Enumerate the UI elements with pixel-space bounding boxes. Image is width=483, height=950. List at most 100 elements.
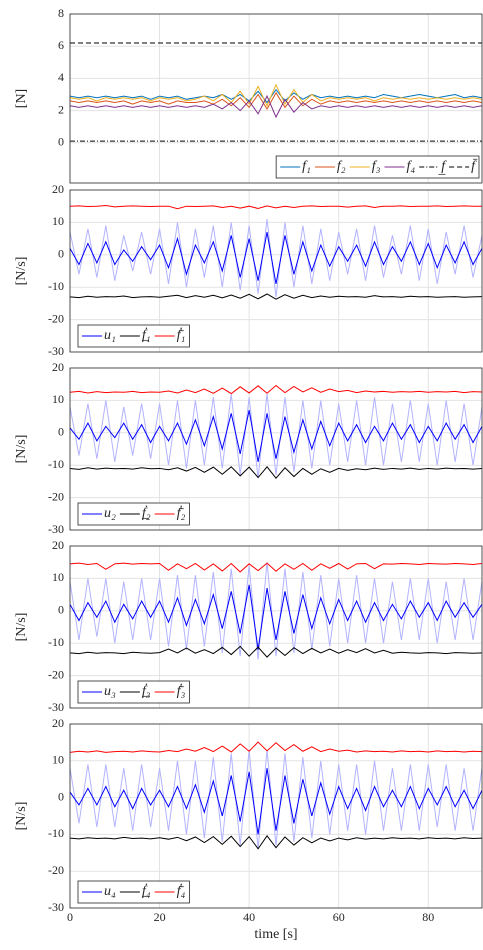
axes-box xyxy=(69,545,483,709)
axes-box xyxy=(69,189,483,353)
legend-label: u₁ xyxy=(104,328,116,343)
x-tick-label: 60 xyxy=(333,910,345,924)
plot-area xyxy=(70,724,482,908)
y-tick-label: -10 xyxy=(48,826,64,840)
x-tick-label: 40 xyxy=(243,910,255,924)
y-tick-label: 4 xyxy=(58,70,64,84)
x-tick-label: 80 xyxy=(422,910,434,924)
series-line xyxy=(70,91,482,110)
y-tick-label: 20 xyxy=(52,538,64,552)
x-tick-label: 20 xyxy=(154,910,166,924)
y-axis-label: [N/s] xyxy=(14,257,29,286)
y-tick-label: 20 xyxy=(52,716,64,730)
panel: 0 2 4 6 8 [N] f₁ f₂ f₃ f₄ f̲ f̄ xyxy=(14,6,483,184)
series-line xyxy=(70,741,482,753)
y-tick-label: 0 xyxy=(58,789,64,803)
y-tick-label: 0 xyxy=(58,247,64,261)
series-line xyxy=(70,205,482,210)
y-axis-label: [N/s] xyxy=(14,802,29,831)
series-line xyxy=(70,410,482,463)
legend-label: ḟ̄₄ xyxy=(177,882,186,899)
legend-label: ḟ̄₁ xyxy=(177,326,186,343)
series-line xyxy=(70,393,482,479)
series-line xyxy=(70,94,482,119)
series-line xyxy=(70,384,482,395)
axes-box xyxy=(69,13,483,184)
series-line xyxy=(70,835,482,850)
legend-label: f₂ xyxy=(337,159,346,174)
legend-label: u₄ xyxy=(104,884,116,899)
legend-label: f₄ xyxy=(406,159,415,174)
lines xyxy=(70,562,482,660)
legend-label: f₃ xyxy=(372,159,381,174)
series-line xyxy=(70,466,482,479)
panel: -30 -20 -10 0 10 20 [N/s] u₃ ḟ̲₃ ḟ̄₃ xyxy=(14,538,483,714)
panel: -30 -20 -10 0 10 20 [N/s] u₁ ḟ̲₁ ḟ̄₁ xyxy=(14,182,483,358)
series-line xyxy=(70,88,482,104)
legend-label: ḟ̄₃ xyxy=(177,682,186,699)
axes-box xyxy=(69,367,483,531)
series-line xyxy=(70,232,482,285)
y-tick-label: 20 xyxy=(52,182,64,196)
x-tick-label: 0 xyxy=(67,910,73,924)
panel: -30 -20 -10 0 10 20 [N/s] 0 20 40 60 80 time [s] u₄ ḟ… xyxy=(14,716,483,942)
y-tick-label: 6 xyxy=(58,38,64,52)
y-tick-label: 10 xyxy=(52,392,64,406)
legend-label: ḟ̄₂ xyxy=(177,504,186,521)
y-tick-label: -30 xyxy=(48,900,64,914)
y-tick-label: 0 xyxy=(58,135,64,149)
series-line xyxy=(70,562,482,660)
legend-label: f₁ xyxy=(302,159,311,174)
legend-label: ḟ̲₂ xyxy=(142,504,151,521)
series-line xyxy=(70,768,482,835)
y-tick-label: -20 xyxy=(48,489,64,503)
y-axis-label: [N] xyxy=(14,89,29,108)
y-tick-label: -20 xyxy=(48,311,64,325)
legend: u₁ ḟ̲₁ ḟ̄₁ xyxy=(77,324,190,348)
series-line xyxy=(70,562,482,573)
y-tick-label: -20 xyxy=(48,863,64,877)
y-tick-label: -20 xyxy=(48,667,64,681)
series-line xyxy=(70,584,482,650)
y-tick-label: -30 xyxy=(48,700,64,714)
y-tick-label: 8 xyxy=(58,6,64,20)
y-tick-label: -30 xyxy=(48,344,64,358)
y-tick-label: 10 xyxy=(52,214,64,228)
legend-label: f̲ xyxy=(438,159,447,175)
legend-label: u₃ xyxy=(104,684,116,699)
y-axis-label: [N/s] xyxy=(14,435,29,464)
series-line xyxy=(70,293,482,300)
legend-label: ḟ̲₃ xyxy=(142,682,151,699)
lines xyxy=(70,42,482,142)
lines xyxy=(70,741,482,850)
legend-label: f̄ xyxy=(471,158,478,174)
y-tick-label: 10 xyxy=(52,570,64,584)
legend-label: ḟ̲₄ xyxy=(142,882,151,899)
series-line xyxy=(70,219,482,297)
legend: u₃ ḟ̲₃ ḟ̄₃ xyxy=(77,680,190,704)
y-tick-label: 0 xyxy=(58,603,64,617)
legend: f₁ f₂ f₃ f₄ f̲ f̄ xyxy=(275,155,480,179)
y-tick-label: -10 xyxy=(48,279,64,293)
y-tick-label: -10 xyxy=(48,635,64,649)
y-tick-label: 0 xyxy=(58,425,64,439)
lines xyxy=(70,384,482,479)
legend-box xyxy=(275,155,480,179)
panel: -30 -20 -10 0 10 20 [N/s] u₂ ḟ̲₂ ḟ̄₂ xyxy=(14,360,483,536)
legend-label: ḟ̲₁ xyxy=(142,326,151,343)
series-line xyxy=(70,749,482,850)
legend: u₄ ḟ̲₄ ḟ̄₄ xyxy=(77,880,190,904)
x-axis-label: time [s] xyxy=(254,927,297,942)
y-tick-label: 2 xyxy=(58,102,64,116)
y-tick-label: 20 xyxy=(52,360,64,374)
y-tick-label: -10 xyxy=(48,457,64,471)
legend-label: u₂ xyxy=(104,506,116,521)
series-line xyxy=(70,83,482,107)
y-axis-label: [N/s] xyxy=(14,613,29,642)
legend: u₂ ḟ̲₂ ḟ̄₂ xyxy=(77,502,190,526)
axes-box xyxy=(69,723,483,909)
series-line xyxy=(70,645,482,658)
y-tick-label: 10 xyxy=(52,753,64,767)
y-tick-label: -30 xyxy=(48,522,64,536)
